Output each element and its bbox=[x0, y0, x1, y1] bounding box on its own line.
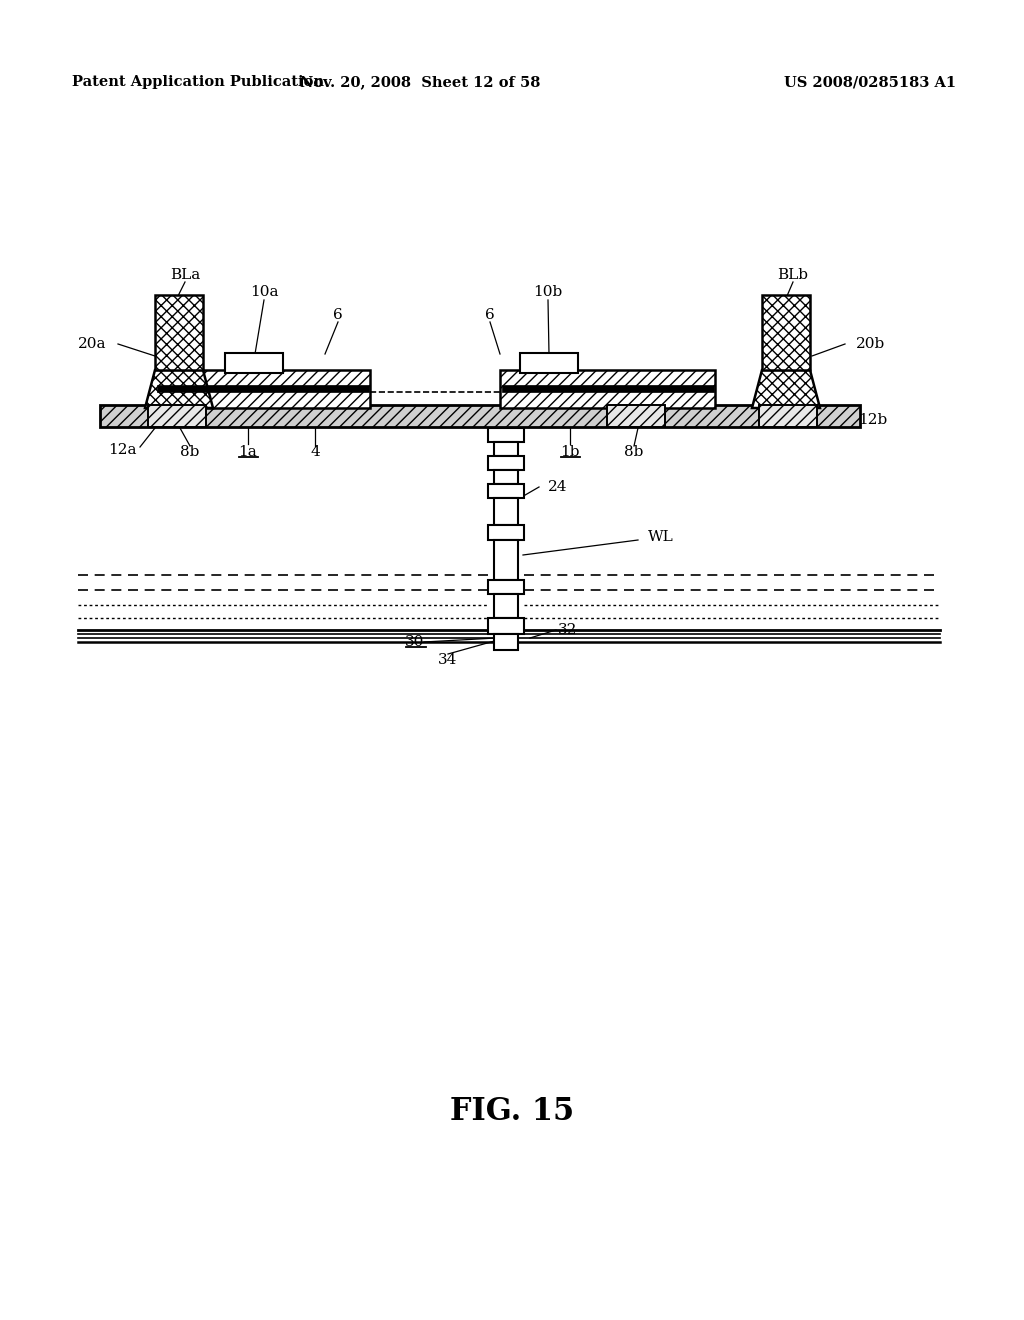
Bar bbox=[502, 385, 714, 392]
Text: 30: 30 bbox=[406, 635, 425, 649]
Bar bbox=[157, 385, 369, 392]
Text: 1a: 1a bbox=[239, 445, 257, 459]
Text: WL: WL bbox=[648, 531, 674, 544]
Text: 12b: 12b bbox=[858, 413, 887, 426]
Bar bbox=[759, 405, 817, 426]
Bar bbox=[100, 405, 860, 426]
Bar bbox=[488, 428, 524, 442]
Bar bbox=[155, 370, 370, 408]
Text: FIG. 15: FIG. 15 bbox=[450, 1097, 574, 1127]
Text: 20a: 20a bbox=[78, 337, 106, 351]
Text: US 2008/0285183 A1: US 2008/0285183 A1 bbox=[784, 75, 956, 88]
Bar bbox=[494, 540, 518, 579]
Bar bbox=[494, 634, 518, 649]
Bar bbox=[494, 442, 518, 455]
Text: 6: 6 bbox=[485, 308, 495, 322]
Bar bbox=[488, 618, 524, 634]
Bar bbox=[520, 352, 578, 374]
Polygon shape bbox=[145, 370, 213, 408]
Bar bbox=[494, 470, 518, 484]
Bar bbox=[488, 525, 524, 540]
Bar bbox=[488, 455, 524, 470]
Text: 34: 34 bbox=[438, 653, 458, 667]
Bar bbox=[225, 352, 283, 374]
Bar bbox=[500, 370, 715, 408]
Text: 8b: 8b bbox=[625, 445, 644, 459]
Bar bbox=[494, 498, 518, 525]
Text: 10b: 10b bbox=[534, 285, 562, 300]
Text: 10a: 10a bbox=[250, 285, 279, 300]
Text: 6: 6 bbox=[333, 308, 343, 322]
Bar bbox=[488, 484, 524, 498]
Text: 32: 32 bbox=[558, 623, 578, 638]
Bar bbox=[494, 594, 518, 618]
Text: Nov. 20, 2008  Sheet 12 of 58: Nov. 20, 2008 Sheet 12 of 58 bbox=[300, 75, 541, 88]
Text: 20b: 20b bbox=[856, 337, 886, 351]
Bar bbox=[488, 579, 524, 594]
Text: 8b: 8b bbox=[180, 445, 200, 459]
Polygon shape bbox=[752, 370, 820, 408]
Bar bbox=[762, 294, 810, 370]
Bar bbox=[148, 405, 206, 426]
Text: 4: 4 bbox=[310, 445, 319, 459]
Text: BLa: BLa bbox=[170, 268, 200, 282]
Bar bbox=[607, 405, 665, 426]
Text: Patent Application Publication: Patent Application Publication bbox=[72, 75, 324, 88]
Text: 1b: 1b bbox=[560, 445, 580, 459]
Text: BLb: BLb bbox=[777, 268, 809, 282]
Bar bbox=[155, 294, 203, 370]
Text: 12a: 12a bbox=[108, 444, 136, 457]
Text: 24: 24 bbox=[548, 480, 567, 494]
